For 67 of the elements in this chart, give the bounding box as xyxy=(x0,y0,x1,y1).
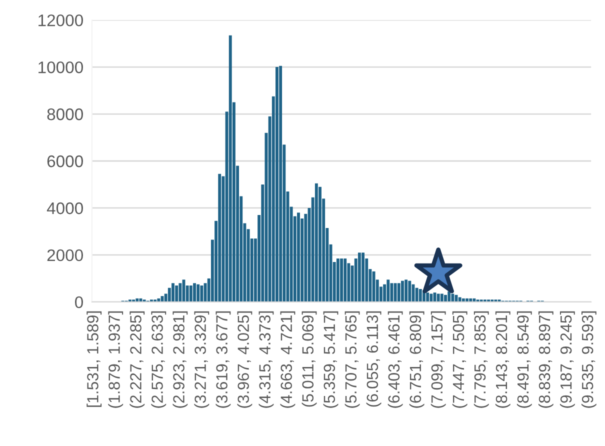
bar xyxy=(386,280,390,302)
x-tick-label: (3.619, 3.677] xyxy=(216,311,231,408)
x-tick-label: (4.663, 4.721] xyxy=(280,311,296,408)
y-tick-label: 12000 xyxy=(38,14,83,26)
x-tick-label: (1.879, 1.937] xyxy=(108,311,124,408)
x-tick-label: [1.531, 1.589] xyxy=(86,311,102,407)
bar xyxy=(397,283,400,302)
bar xyxy=(372,271,376,302)
x-tick-label: (9.187, 9.245] xyxy=(560,311,575,408)
bar xyxy=(440,294,444,302)
x-tick-label: (9.535, 9.593] xyxy=(581,311,596,408)
bar xyxy=(175,286,178,302)
x-tick-label: (2.575, 2.633] xyxy=(151,311,166,408)
bar xyxy=(344,258,347,302)
x-tick-label: (7.447, 7.505] xyxy=(452,311,468,408)
bar xyxy=(426,292,430,302)
bar xyxy=(279,66,282,302)
x-tick-label: (5.707, 5.765] xyxy=(344,311,360,408)
x-tick-label: (8.839, 8.897] xyxy=(538,311,554,408)
x-tick-label: (7.099, 7.157] xyxy=(430,311,446,408)
bar xyxy=(318,186,322,302)
y-tick-label: 8000 xyxy=(47,108,83,120)
bar xyxy=(362,252,365,302)
bar xyxy=(404,280,408,302)
x-tick-label: (8.143, 8.201] xyxy=(495,311,510,408)
y-tick-label: 0 xyxy=(75,296,83,308)
x-tick-label: (8.491, 8.549] xyxy=(516,311,532,408)
x-tick-label: (3.271, 3.329] xyxy=(194,311,210,408)
bar xyxy=(394,283,397,302)
x-tick-label: (2.923, 2.981] xyxy=(172,311,188,408)
bar xyxy=(448,291,451,302)
bar xyxy=(314,183,318,302)
bar xyxy=(451,294,454,302)
bar xyxy=(401,280,404,302)
x-tick-label: (6.751, 6.809] xyxy=(409,311,424,408)
bar xyxy=(228,35,232,302)
bar xyxy=(358,252,361,302)
x-tick-label: (5.011, 5.069] xyxy=(302,311,317,407)
x-tick-label: (7.795, 7.853] xyxy=(474,311,489,408)
bar xyxy=(297,212,300,302)
bar xyxy=(444,294,447,302)
x-tick-label: (6.055, 6.113] xyxy=(366,311,382,407)
x-tick-label: (3.967, 4.025] xyxy=(237,311,252,408)
bar xyxy=(189,286,192,302)
bar xyxy=(196,284,200,302)
x-tick-label: (4.315, 4.373] xyxy=(258,311,274,408)
bar xyxy=(218,174,222,302)
bar xyxy=(276,67,278,302)
bar xyxy=(200,286,204,302)
bar xyxy=(408,280,412,302)
bar xyxy=(436,294,440,302)
bar xyxy=(336,258,340,302)
x-tick-label: (5.359, 5.417] xyxy=(323,311,338,408)
y-tick-label: 6000 xyxy=(47,155,83,168)
y-tick-label: 10000 xyxy=(38,61,83,74)
bar xyxy=(430,294,433,302)
x-tick-label: (2.227, 2.285] xyxy=(130,311,145,408)
bar xyxy=(172,283,174,302)
bar xyxy=(193,283,196,302)
x-tick-label: (6.403, 6.461] xyxy=(388,311,403,408)
bar xyxy=(178,283,182,302)
bar xyxy=(458,297,462,302)
y-tick-label: 4000 xyxy=(46,202,83,214)
bar xyxy=(418,289,422,302)
bar xyxy=(415,288,418,302)
bar xyxy=(340,258,343,302)
y-tick-label: 2000 xyxy=(47,249,83,262)
